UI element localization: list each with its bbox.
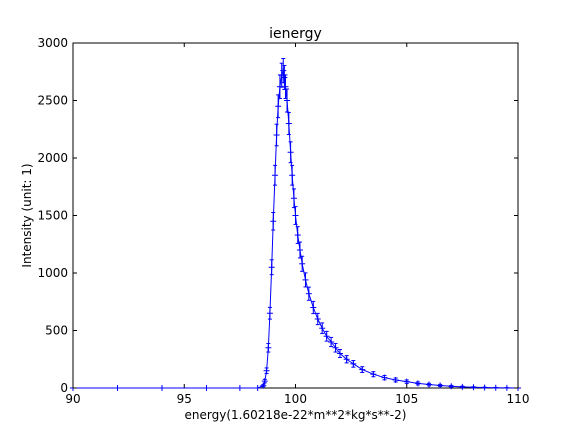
data-point [310, 300, 317, 315]
data-point [287, 141, 294, 164]
data-point [470, 384, 477, 391]
data-point [481, 384, 488, 391]
data-point [296, 241, 303, 259]
data-point [260, 382, 267, 389]
x-tick-label: 100 [284, 392, 307, 406]
data-point [272, 164, 279, 186]
data-point [381, 374, 388, 381]
data-point [323, 330, 330, 342]
x-tick-label: 90 [65, 392, 80, 406]
data-point [350, 360, 357, 368]
data-point [299, 255, 306, 272]
x-tick-label: 95 [177, 392, 192, 406]
data-point [403, 378, 410, 385]
data-point [289, 164, 296, 186]
y-tick-label: 1000 [37, 266, 68, 280]
data-point [314, 312, 321, 326]
data-point [302, 272, 309, 288]
tick-layer: 90 95 100 105 110 0 500 1000 1500 2000 2500 3000 [37, 36, 529, 406]
data-point [328, 336, 335, 348]
data-point [337, 349, 343, 358]
data-point [392, 376, 399, 383]
data-point [236, 385, 243, 391]
data-layer [70, 58, 521, 391]
data-point [426, 381, 432, 388]
y-axis-label: Intensity (unit: 1) [20, 163, 34, 267]
data-point [294, 226, 301, 244]
data-point [261, 378, 268, 385]
data-point [437, 382, 444, 389]
data-point [359, 366, 366, 374]
data-point [370, 371, 377, 378]
data-point [203, 385, 210, 391]
data-point [254, 385, 261, 391]
data-point [159, 385, 165, 391]
data-point [343, 355, 350, 364]
data-point [273, 123, 280, 147]
data-point [292, 206, 299, 225]
chart-title: ienergy [269, 26, 322, 42]
data-point [448, 383, 455, 390]
data-point [503, 384, 510, 391]
data-point [281, 65, 288, 90]
data-point [263, 367, 270, 375]
data-point [459, 383, 466, 390]
data-point [270, 211, 277, 231]
data-point [492, 384, 499, 391]
data-point [332, 342, 339, 353]
y-tick-label: 2000 [37, 151, 68, 165]
data-point [265, 342, 272, 353]
data-point [114, 385, 121, 391]
y-tick-label: 3000 [37, 36, 68, 50]
data-point [414, 380, 421, 387]
data-point [305, 286, 312, 301]
x-tick-label: 110 [507, 392, 530, 406]
data-point [285, 111, 292, 136]
y-tick-label: 2500 [37, 94, 68, 108]
data-point [268, 259, 275, 276]
data-point [266, 306, 273, 320]
x-axis-label: energy(1.60218e-22*m**2*kg*s**-2) [185, 408, 407, 422]
x-tick-label: 105 [395, 392, 418, 406]
data-point [319, 322, 326, 334]
y-tick-label: 500 [45, 324, 68, 338]
data-point [280, 58, 287, 84]
y-tick-label: 1500 [37, 209, 68, 223]
y-tick-label: 0 [60, 381, 68, 395]
